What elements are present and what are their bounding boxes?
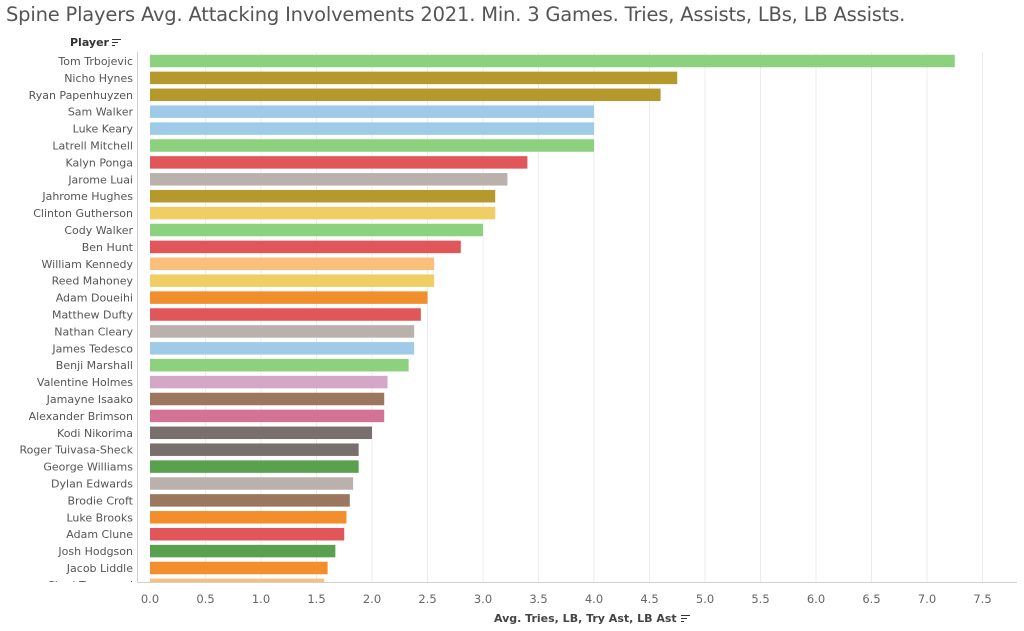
category-label: Tom Trbojevic — [57, 55, 133, 68]
bar-chart: Tom Trbojevic Nicho Hynes Ryan Papenhuyzen… — [19, 52, 983, 582]
category-label: Reed Mahoney — [52, 275, 134, 288]
bar[interactable] — [150, 544, 336, 558]
x-tick-label: 5.5 — [751, 592, 769, 606]
category-label: Alexander Brimson — [29, 410, 133, 423]
category-label: Cody Walker — [64, 224, 133, 237]
x-tick-label: 7.5 — [973, 592, 991, 606]
bar[interactable] — [150, 342, 415, 355]
bar[interactable] — [150, 206, 496, 220]
x-axis-line — [137, 582, 1017, 583]
category-label: Jacob Liddle — [66, 562, 133, 575]
x-tick-label: 2.0 — [363, 592, 381, 606]
plot-area: Tom Trbojevic Nicho Hynes Ryan Papenhuyzen… — [0, 52, 1024, 582]
chart-title: Spine Players Avg. Attacking Involvement… — [6, 3, 906, 26]
x-tick-label: 1.0 — [252, 592, 270, 606]
category-label: James Tedesco — [51, 342, 133, 355]
category-label: Luke Brooks — [66, 511, 133, 524]
category-label: William Kennedy — [42, 258, 134, 271]
category-label: Adam Doueihi — [56, 292, 133, 305]
bar[interactable] — [150, 325, 415, 338]
sort-icon[interactable] — [680, 614, 690, 623]
y-axis-line — [137, 52, 138, 582]
bar[interactable] — [150, 426, 372, 440]
x-axis-title[interactable]: Avg. Tries, LB, Try Ast, LB Ast — [494, 612, 690, 625]
bar[interactable] — [150, 375, 388, 389]
x-tick-label: 4.0 — [585, 592, 603, 606]
x-tick-label: 2.5 — [418, 592, 436, 606]
bar[interactable] — [150, 274, 435, 287]
x-tick-label: 5.0 — [696, 592, 714, 606]
bar[interactable] — [150, 578, 325, 582]
bar[interactable] — [150, 105, 594, 118]
x-tick-label: 1.5 — [307, 592, 325, 606]
bar[interactable] — [150, 240, 461, 254]
bar[interactable] — [150, 54, 955, 68]
category-label: Kalyn Ponga — [66, 156, 133, 169]
category-label: Valentine Holmes — [37, 376, 133, 389]
bar[interactable] — [150, 291, 428, 304]
bar[interactable] — [150, 156, 528, 169]
x-axis-label: Avg. Tries, LB, Try Ast, LB Ast — [494, 612, 677, 625]
bar[interactable] — [150, 71, 678, 85]
category-label: Jahrome Hughes — [41, 190, 133, 203]
category-label: Matthew Dufty — [52, 309, 134, 322]
bar[interactable] — [150, 561, 328, 575]
category-label: Clinton Gutherson — [33, 207, 133, 220]
x-tick-label: 6.5 — [862, 592, 880, 606]
category-labels: Tom Trbojevic Nicho Hynes Ryan Papenhuyzen… — [19, 55, 133, 582]
x-tick-label: 3.0 — [474, 592, 492, 606]
x-tick-label: 0.5 — [196, 592, 214, 606]
sort-icon[interactable] — [111, 38, 121, 47]
bar[interactable] — [150, 494, 350, 507]
bar[interactable] — [150, 189, 496, 203]
category-label: Chad Townsend — [47, 579, 133, 582]
bar[interactable] — [150, 460, 359, 473]
category-label: Nathan Cleary — [54, 325, 133, 338]
category-label: Ben Hunt — [82, 241, 134, 254]
category-label: Adam Clune — [66, 528, 133, 541]
category-label: Benji Marshall — [56, 359, 133, 372]
category-label: Jamayne Isaako — [46, 393, 134, 406]
bar[interactable] — [150, 173, 508, 186]
bar[interactable] — [150, 122, 594, 135]
bar[interactable] — [150, 527, 345, 541]
category-label: Latrell Mitchell — [52, 140, 133, 153]
x-tick-label: 3.5 — [529, 592, 547, 606]
category-label: Roger Tuivasa-Sheck — [19, 444, 133, 457]
bar[interactable] — [150, 257, 435, 271]
x-tick-label: 0.0 — [141, 592, 159, 606]
bar[interactable] — [150, 443, 359, 456]
x-tick-label: 7.0 — [918, 592, 936, 606]
category-label: Dylan Edwards — [51, 478, 133, 491]
category-label: Luke Keary — [73, 123, 134, 136]
bar[interactable] — [150, 477, 354, 490]
row-header-label: Player — [70, 36, 109, 49]
category-label: Ryan Papenhuyzen — [29, 89, 133, 102]
category-label: Brodie Croft — [67, 494, 133, 507]
category-label: Nicho Hynes — [64, 72, 133, 85]
bar[interactable] — [150, 511, 347, 524]
bar[interactable] — [150, 139, 594, 152]
x-tick-label: 4.5 — [640, 592, 658, 606]
category-label: Sam Walker — [68, 106, 134, 119]
category-label: Josh Hodgson — [57, 545, 133, 558]
category-label: Kodi Nikorima — [57, 427, 133, 440]
x-axis: 0.0 0.5 1.0 1.5 2.0 2.5 3.0 3.5 4.0 4.5 5.0 5.5 6.0 6… — [141, 592, 992, 606]
bar[interactable] — [150, 392, 385, 406]
bar[interactable] — [150, 308, 421, 321]
bar[interactable] — [150, 88, 661, 102]
row-header[interactable]: Player — [70, 36, 121, 49]
x-tick-label: 6.0 — [807, 592, 825, 606]
bar[interactable] — [150, 223, 483, 237]
bar[interactable] — [150, 409, 385, 423]
bar[interactable] — [150, 358, 409, 372]
category-label: George Williams — [43, 461, 133, 474]
category-label: Jarome Luai — [67, 173, 133, 186]
bars — [150, 54, 955, 582]
